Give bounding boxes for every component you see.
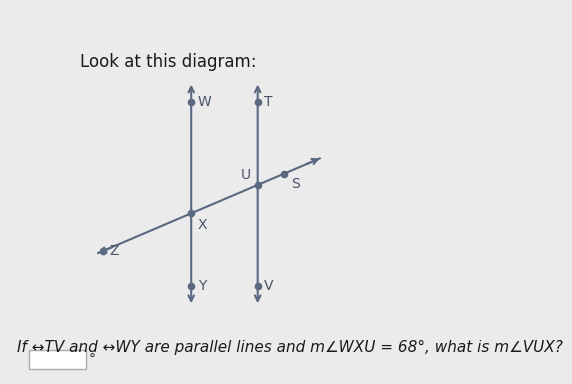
Text: X: X xyxy=(198,218,207,232)
Text: Look at this diagram:: Look at this diagram: xyxy=(80,53,257,71)
Text: T: T xyxy=(264,95,273,109)
Text: U: U xyxy=(241,168,251,182)
Text: °: ° xyxy=(89,353,96,366)
Text: S: S xyxy=(291,177,300,190)
Text: V: V xyxy=(264,278,274,293)
Text: If ↔TV and ↔WY are parallel lines and m∠WXU = 68°, what is m∠VUX?: If ↔TV and ↔WY are parallel lines and m∠… xyxy=(17,340,563,355)
Text: Z: Z xyxy=(109,244,118,258)
Text: W: W xyxy=(198,95,212,109)
Text: Y: Y xyxy=(198,278,206,293)
